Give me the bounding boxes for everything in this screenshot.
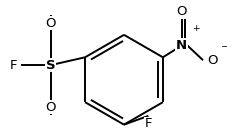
- Text: O: O: [176, 5, 187, 18]
- Text: N: N: [176, 39, 187, 52]
- Text: +: +: [192, 24, 200, 33]
- Text: O: O: [46, 17, 56, 30]
- Text: F: F: [10, 59, 17, 72]
- Text: −: −: [220, 41, 227, 51]
- Text: S: S: [46, 59, 56, 72]
- Text: F: F: [145, 117, 152, 130]
- Text: O: O: [207, 54, 218, 67]
- Text: O: O: [46, 101, 56, 114]
